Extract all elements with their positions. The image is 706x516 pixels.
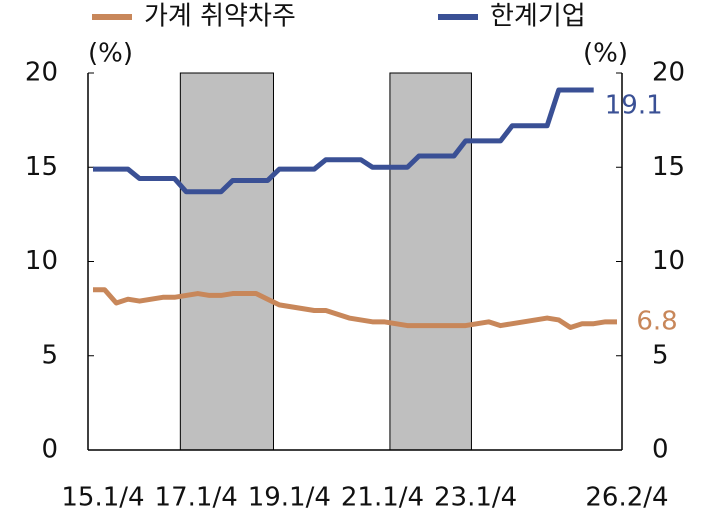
y-tick-label: 10	[25, 246, 58, 276]
x-tick-label: 23.1/4	[434, 483, 517, 513]
y2-unit: (%)	[583, 39, 628, 69]
y-tick-label: 0	[41, 435, 58, 465]
y-tick-label: 5	[41, 340, 58, 370]
shaded-span	[179, 72, 274, 451]
x-tick-label: 21.1/4	[341, 483, 424, 513]
end-value-label: 6.8	[636, 306, 677, 336]
y2-tick-label: 15	[652, 152, 685, 182]
y-tick-label: 15	[25, 152, 58, 182]
y-unit: (%)	[88, 39, 133, 69]
series-line	[93, 287, 617, 330]
x-tick-label: 26.2/4	[585, 483, 668, 513]
x-tick-label: 15.1/4	[61, 483, 144, 513]
y2-tick-label: 20	[652, 58, 685, 88]
y2-tick-label: 0	[652, 435, 669, 465]
y2-tick-label: 10	[652, 246, 685, 276]
y2-tick-label: 5	[652, 340, 669, 370]
legend-label: 한계기업	[490, 2, 586, 32]
x-tick-label: 17.1/4	[155, 483, 238, 513]
shaded-span	[389, 72, 472, 451]
y-tick-label: 20	[25, 58, 58, 88]
legend-label: 가계 취약차주	[144, 2, 296, 32]
x-tick-label: 19.1/4	[248, 483, 331, 513]
end-value-label: 19.1	[605, 90, 663, 120]
series-line	[93, 87, 594, 195]
